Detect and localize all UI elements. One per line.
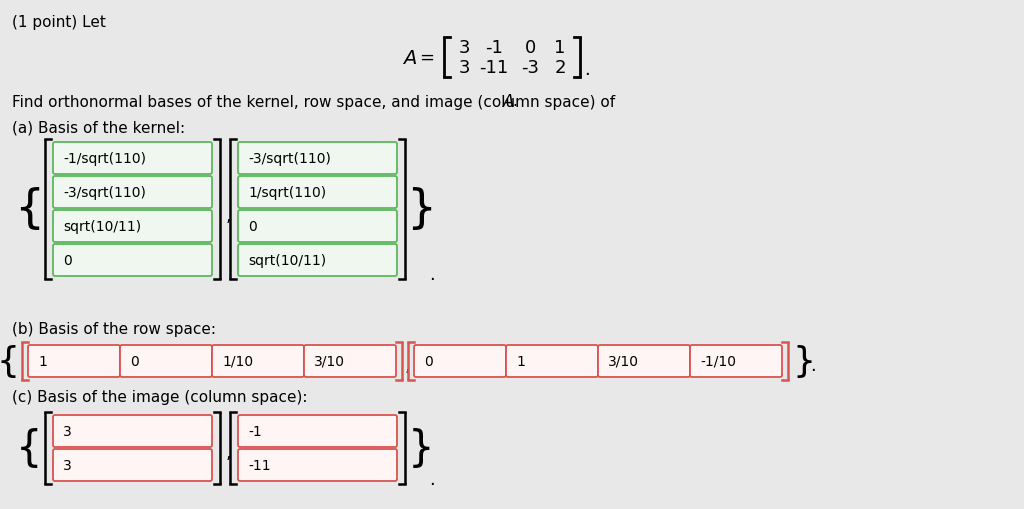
Text: (b) Basis of the row space:: (b) Basis of the row space: (12, 322, 216, 337)
Text: }: } (408, 427, 434, 469)
FancyBboxPatch shape (53, 449, 212, 481)
Text: $A$: $A$ (502, 93, 515, 111)
Text: 3/10: 3/10 (608, 354, 639, 369)
Text: $A$: $A$ (402, 48, 417, 67)
Text: -3/sqrt(110): -3/sqrt(110) (63, 186, 145, 200)
Text: 1/sqrt(110): 1/sqrt(110) (248, 186, 326, 200)
Text: 0: 0 (248, 219, 257, 234)
Text: .: . (512, 94, 517, 109)
FancyBboxPatch shape (238, 449, 397, 481)
FancyBboxPatch shape (212, 345, 304, 377)
FancyBboxPatch shape (53, 143, 212, 175)
FancyBboxPatch shape (238, 177, 397, 209)
FancyBboxPatch shape (506, 345, 598, 377)
Text: 3: 3 (459, 39, 470, 57)
Text: .: . (584, 61, 590, 79)
Text: .: . (429, 266, 435, 284)
Text: -1/10: -1/10 (700, 354, 736, 369)
FancyBboxPatch shape (304, 345, 396, 377)
FancyBboxPatch shape (53, 211, 212, 242)
FancyBboxPatch shape (53, 415, 212, 447)
Text: ,: , (226, 207, 231, 224)
Text: {: { (14, 187, 44, 232)
FancyBboxPatch shape (238, 211, 397, 242)
Text: (a) Basis of the kernel:: (a) Basis of the kernel: (12, 120, 185, 135)
Text: ,: , (226, 443, 231, 461)
Text: 3/10: 3/10 (314, 354, 345, 369)
Text: -11: -11 (248, 458, 270, 472)
Text: 0: 0 (424, 354, 433, 369)
Text: 0: 0 (63, 253, 72, 267)
Text: -1: -1 (248, 424, 262, 438)
Text: ,: , (406, 356, 411, 374)
Text: sqrt(10/11): sqrt(10/11) (248, 253, 326, 267)
FancyBboxPatch shape (598, 345, 690, 377)
Text: 1: 1 (516, 354, 525, 369)
Text: .: . (429, 470, 435, 488)
Text: 0: 0 (524, 39, 536, 57)
FancyBboxPatch shape (53, 177, 212, 209)
Text: -1/sqrt(110): -1/sqrt(110) (63, 152, 146, 165)
Text: -3: -3 (521, 59, 539, 77)
Text: .: . (810, 356, 816, 374)
Text: 3: 3 (63, 424, 72, 438)
FancyBboxPatch shape (238, 415, 397, 447)
Text: 1: 1 (38, 354, 47, 369)
Text: -1: -1 (485, 39, 503, 57)
Text: 3: 3 (459, 59, 470, 77)
Text: -11: -11 (479, 59, 509, 77)
Text: 0: 0 (130, 354, 138, 369)
Text: 1: 1 (554, 39, 565, 57)
Text: (1 point) Let: (1 point) Let (12, 15, 105, 30)
FancyBboxPatch shape (120, 345, 212, 377)
FancyBboxPatch shape (238, 244, 397, 276)
FancyBboxPatch shape (690, 345, 782, 377)
Text: 1/10: 1/10 (222, 354, 253, 369)
Text: =: = (419, 49, 434, 67)
Text: (c) Basis of the image (column space):: (c) Basis of the image (column space): (12, 390, 307, 405)
Text: }: } (793, 344, 815, 378)
Text: {: { (0, 344, 19, 378)
Text: }: } (406, 187, 436, 232)
Text: sqrt(10/11): sqrt(10/11) (63, 219, 141, 234)
Text: -3/sqrt(110): -3/sqrt(110) (248, 152, 331, 165)
FancyBboxPatch shape (414, 345, 506, 377)
FancyBboxPatch shape (53, 244, 212, 276)
Text: 3: 3 (63, 458, 72, 472)
FancyBboxPatch shape (28, 345, 120, 377)
Text: Find orthonormal bases of the kernel, row space, and image (column space) of: Find orthonormal bases of the kernel, ro… (12, 94, 620, 109)
Text: {: { (15, 427, 42, 469)
FancyBboxPatch shape (238, 143, 397, 175)
Text: 2: 2 (554, 59, 565, 77)
